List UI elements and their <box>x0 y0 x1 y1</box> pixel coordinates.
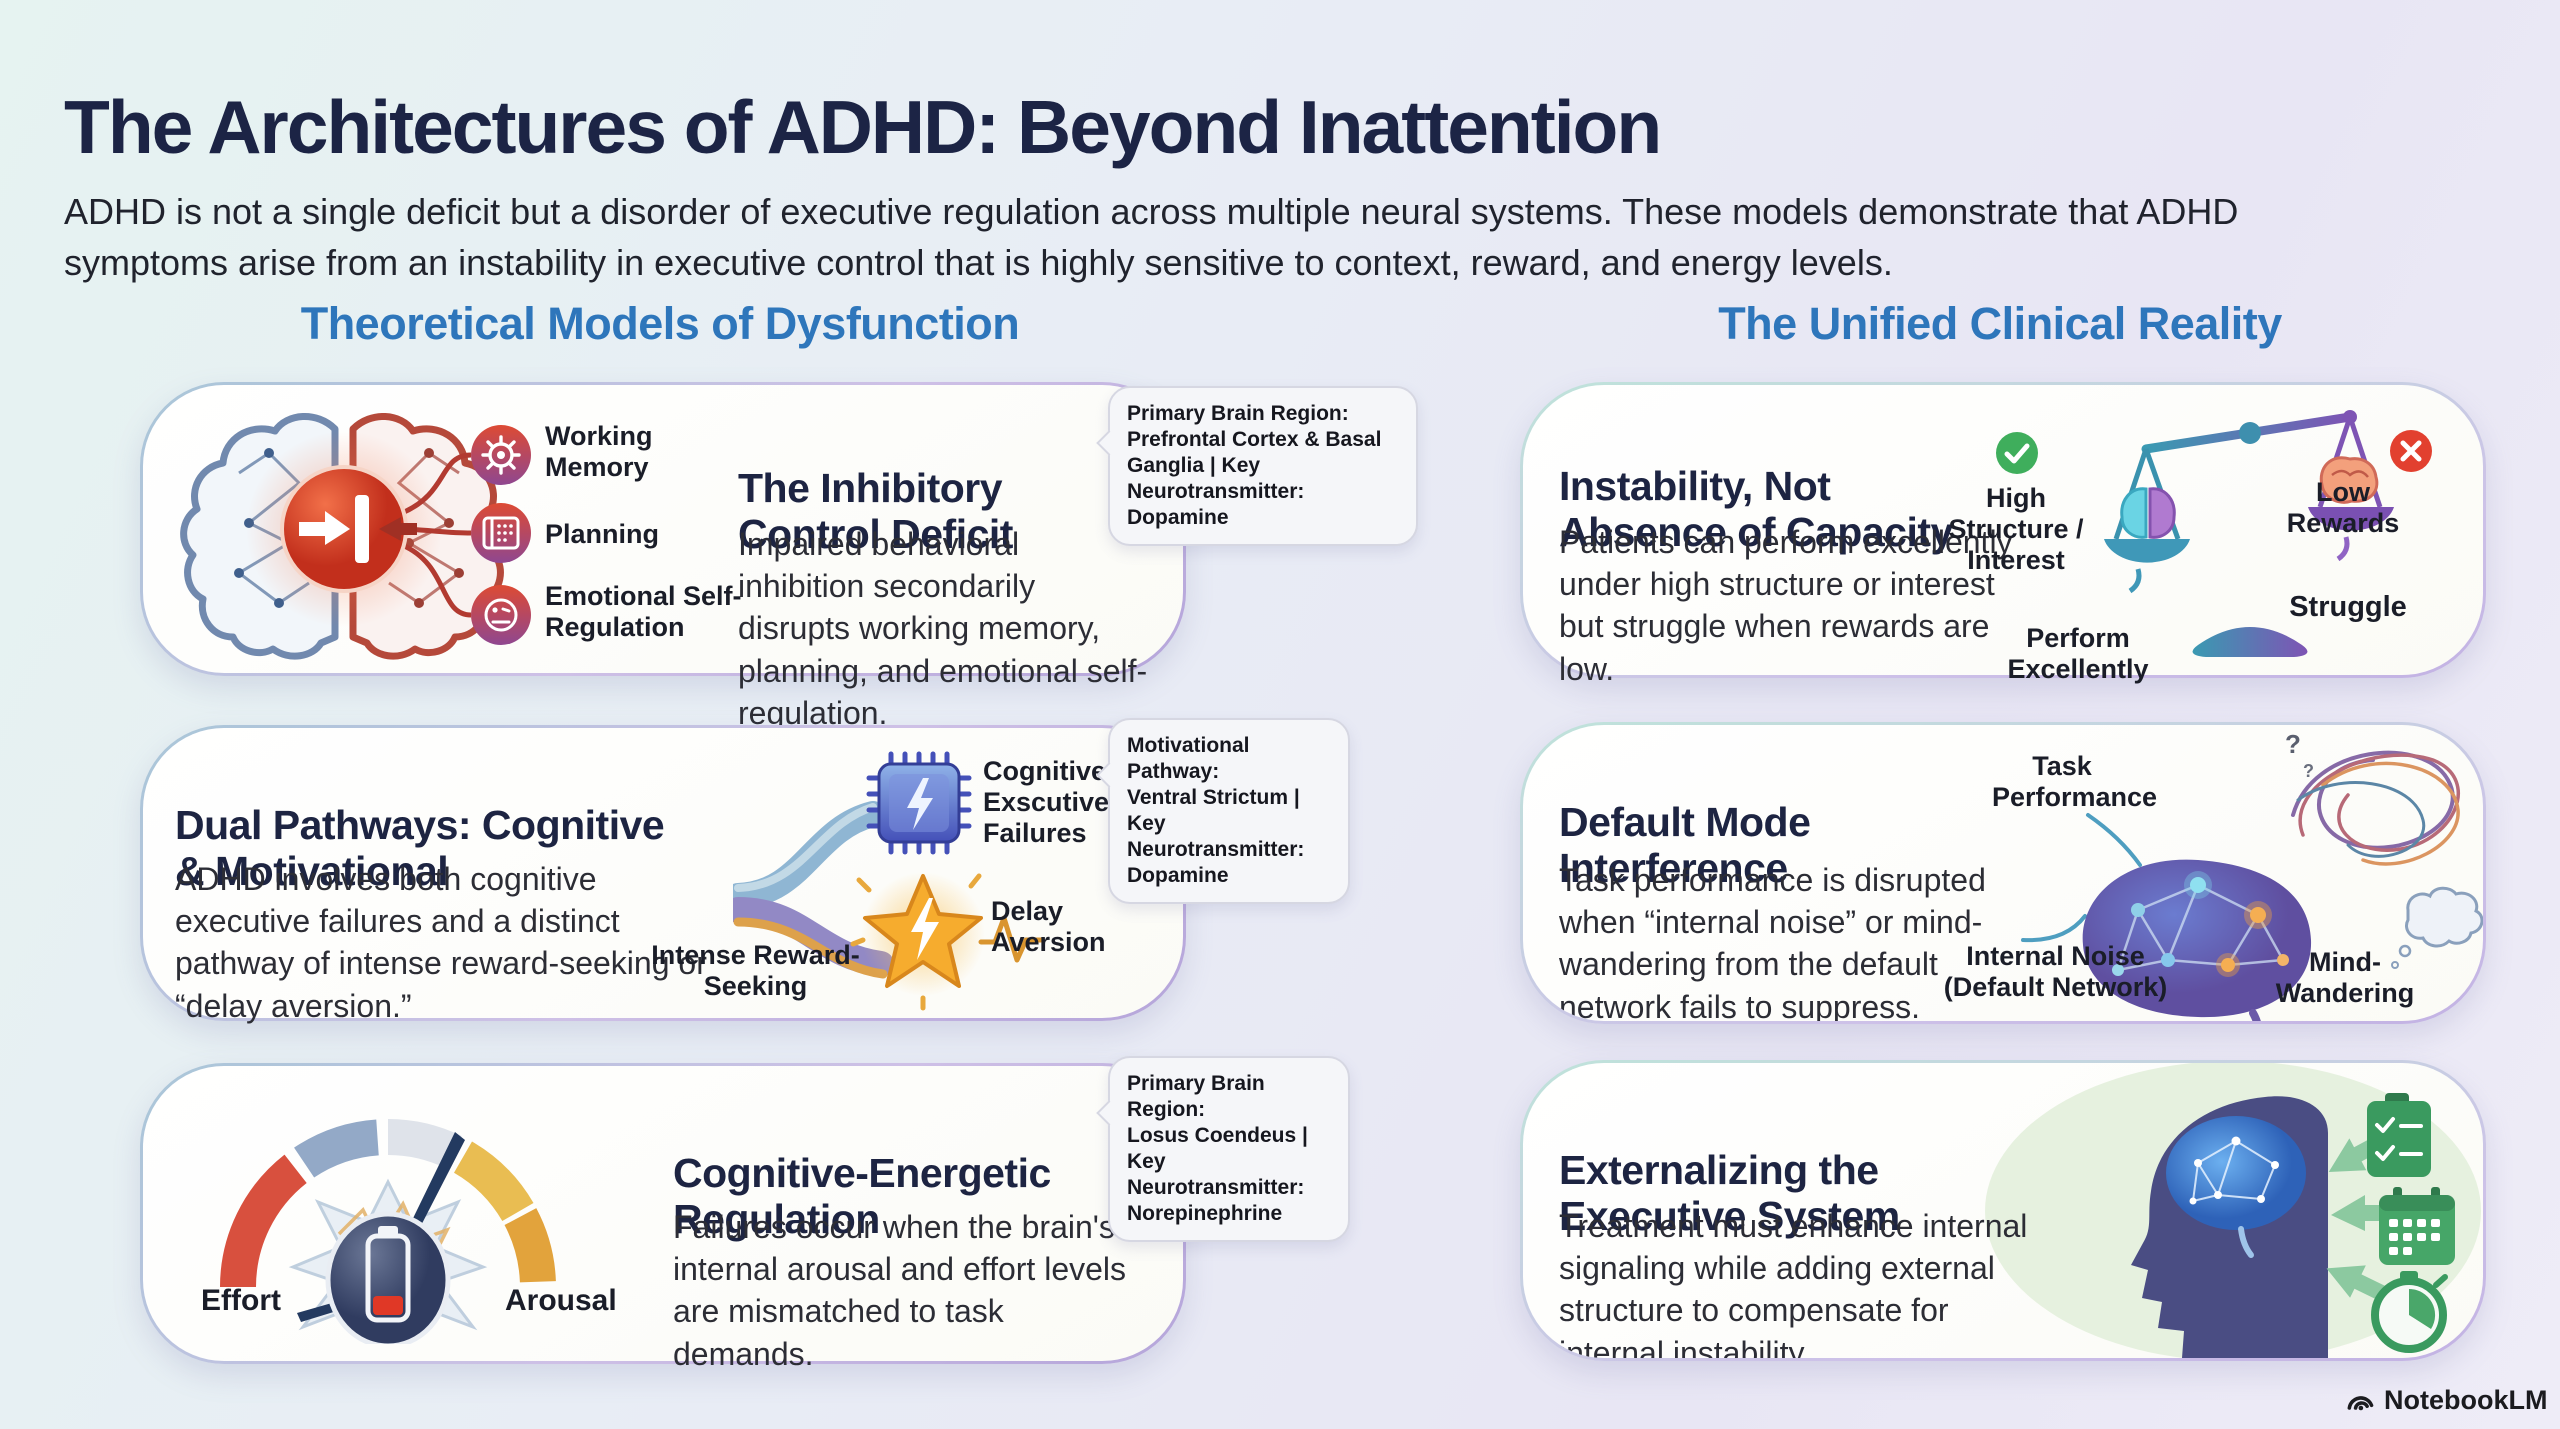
label-struggle: Struggle <box>2289 591 2407 623</box>
node-label-emotional-self-regulation: Emotional Self-Regulation <box>545 581 742 642</box>
callout-inhibitory-brain-region: Primary Brain Region: Prefrontal Cortex … <box>1108 386 1418 547</box>
card-title-externalizing: Externalizing the Executive System <box>1559 1147 1900 1239</box>
thought-cloud-icon <box>2391 886 2483 969</box>
svg-text:?: ? <box>2303 761 2314 781</box>
callout-motivational-pathway: Motivational Pathway: Ventral Strictum |… <box>1108 718 1350 905</box>
card-body-energetic: Failures occur when the brain's internal… <box>673 1209 1127 1372</box>
label-perform-excellently: Perform Excellently <box>2007 623 2149 684</box>
callout-body: Prefrontal Cortex & Basal Ganglia | Key … <box>1127 428 1382 530</box>
low-reward-brain-icon <box>2319 456 2379 504</box>
notebooklm-label: NotebookLM <box>2384 1384 2548 1415</box>
page-title: The Architectures of ADHD: Beyond Inatte… <box>64 85 1662 170</box>
notebooklm-logo-icon <box>2344 1384 2376 1416</box>
label-mind-wandering: Mind-Wandering <box>2275 947 2415 1008</box>
callout-body: Ventral Strictum | Key Neurotransmitter:… <box>1127 786 1305 888</box>
label-high-structure-interest: High Structure / Interest <box>1948 483 2084 575</box>
label-internal-noise: Internal Noise (Default Network) <box>1943 941 2168 1002</box>
label-cognitive-executive-failures: Cognitive Exscutive Failures <box>983 756 1110 848</box>
card-cognitive-energetic: Effort Arousal Cognitive-Energetic Regul… <box>140 1063 1186 1372</box>
notebooklm-watermark: NotebookLM <box>2344 1384 2547 1416</box>
cognitive-chip-icon <box>866 751 972 855</box>
callout-body: Losus Coendeus | Key Neurotransmitter: N… <box>1127 1124 1308 1226</box>
card-body-instability: Patients can perform excellently under h… <box>1559 524 2013 687</box>
card-inhibitory-control: Working Memory Planning Emotional Self-R… <box>140 382 1186 731</box>
card-body-dual-pathways: ADHD involves both cognitive executive f… <box>175 861 707 1024</box>
brain-network-icon <box>2082 859 2312 1021</box>
dual-pathways-illustration <box>725 734 1163 1017</box>
section-header-unified-reality: The Unified Clinical Reality <box>1718 298 2282 349</box>
pulse-line-icon <box>978 915 1044 963</box>
card-body-externalizing: Treatment must enhance internal signalin… <box>1559 1208 2028 1358</box>
gauge-label-effort: Effort <box>201 1284 281 1317</box>
card-title-default-mode: Default Mode Interference <box>1559 799 1811 891</box>
calendar-icon <box>2379 1187 2455 1265</box>
callout-heading: Primary Brain Region: <box>1127 1072 1265 1122</box>
head-silhouette-icon <box>2131 1096 2328 1358</box>
card-title-dual-pathways: Dual Pathways: Cognitive & Motivational <box>175 802 665 894</box>
page-subtitle: ADHD is not a single deficit but a disor… <box>64 191 2239 284</box>
card-externalizing: Externalizing the Executive System Treat… <box>1520 1060 2486 1361</box>
gauge-label-arousal: Arousal <box>505 1284 617 1317</box>
node-label-working-memory: Working Memory <box>545 421 653 482</box>
brain-inhibition-illustration <box>149 393 549 670</box>
planning-calendar-icon <box>471 503 531 563</box>
cross-icon <box>2389 429 2433 478</box>
label-task-performance: Task Performance <box>1992 751 2158 812</box>
section-header-theoretical-models: Theoretical Models of Dysfunction <box>300 298 1020 349</box>
card-instability: Instability, Not Absence of Capacity Pat… <box>1520 382 2486 687</box>
card-body-inhibitory: Impaired behavioral inhibition secondari… <box>738 526 1148 731</box>
working-memory-gear-icon <box>471 425 531 485</box>
callout-heading: Primary Brain Region: <box>1127 402 1349 425</box>
card-title-energetic: Cognitive-Energetic Regulation <box>673 1150 1051 1242</box>
check-icon <box>1995 431 2039 480</box>
mind-noise-scribble-icon <box>2291 750 2460 866</box>
stopwatch-icon <box>2371 1271 2448 1353</box>
card-body-default-mode: Task performance is disrupted when “inte… <box>1559 862 1986 1021</box>
callout-heading: Motivational Pathway: <box>1127 734 1250 784</box>
label-low-rewards: Low Rewards <box>2286 477 2400 538</box>
card-title-inhibitory: The Inhibitory Control Deficit <box>738 465 1013 557</box>
reward-star-icon <box>850 872 1044 1011</box>
label-delay-aversion: Delay Aversion <box>991 896 1106 957</box>
emotion-face-icon <box>471 585 531 645</box>
callout-energetic-brain-region: Primary Brain Region: Losus Coendeus | K… <box>1108 1056 1350 1243</box>
label-intense-reward-seeking: Intense Reward-Seeking <box>651 940 860 1001</box>
effort-arousal-gauge-icon <box>163 1082 623 1349</box>
default-network-brain-illustration: ? ? <box>1953 725 2483 1021</box>
card-default-mode: Default Mode Interference Task performan… <box>1520 722 2486 1024</box>
node-label-planning: Planning <box>545 519 659 549</box>
checklist-icon <box>2367 1093 2431 1177</box>
card-dual-pathways: Dual Pathways: Cognitive & Motivational … <box>140 725 1186 1024</box>
balanced-brain-icon <box>2120 487 2176 539</box>
card-title-instability: Instability, Not Absence of Capacity <box>1559 463 1953 555</box>
externalizing-head-illustration <box>1953 1063 2483 1358</box>
question-mark-doodle: ? <box>2285 729 2301 759</box>
balance-scale-icon <box>2078 397 2408 670</box>
